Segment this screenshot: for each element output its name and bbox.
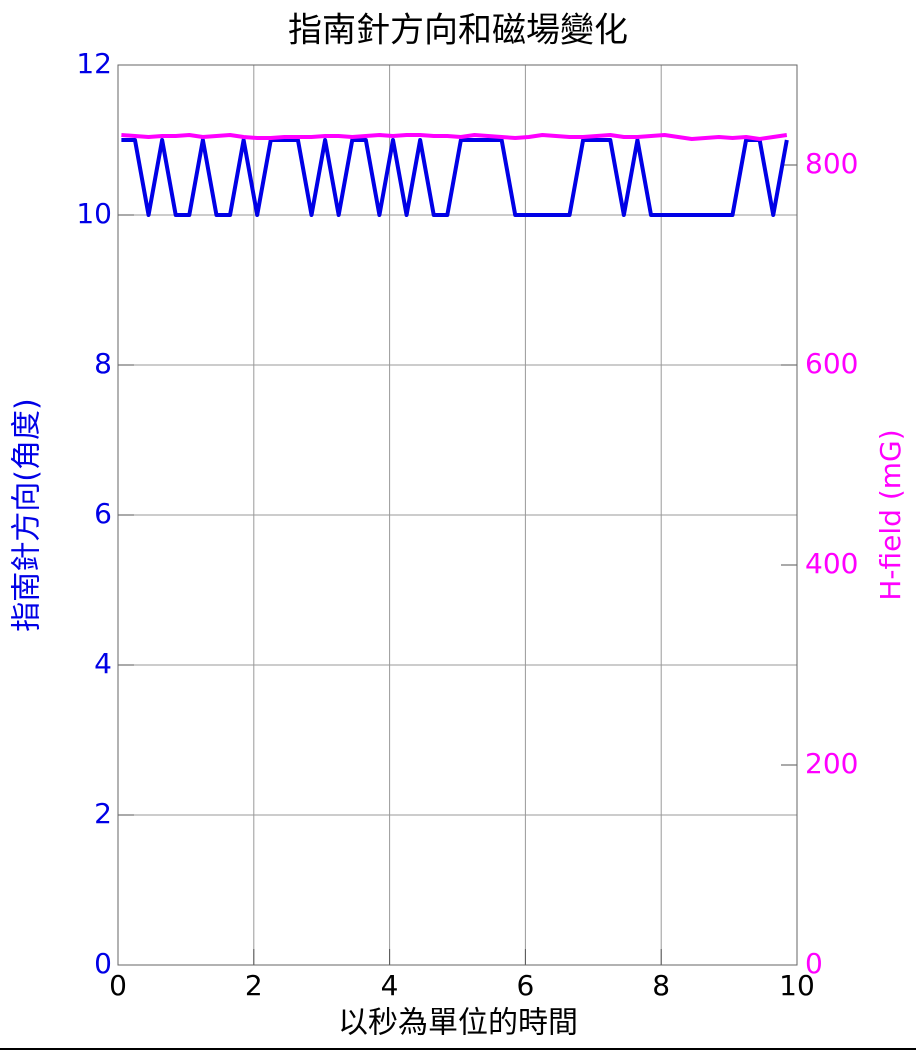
chart-title: 指南針方向和磁場變化 [288,11,628,51]
x-tick-label: 8 [652,969,670,1002]
x-tick-label: 10 [779,969,815,1002]
y2-axis-label: H-field (mG) [874,429,907,600]
y2-tick-label: 400 [805,547,858,580]
y2-tick-label: 0 [805,947,823,980]
x-tick-label: 2 [245,969,263,1002]
y2-tick-label: 600 [805,347,858,380]
y2-tick-label: 200 [805,747,858,780]
y-tick-label: 6 [94,497,112,530]
y-axis-label: 指南針方向(角度) [10,398,45,631]
y-tick-label: 8 [94,347,112,380]
y-tick-label: 10 [76,197,112,230]
x-tick-label: 0 [109,969,127,1002]
x-axis-label: 以秒為單位的時間 [338,1006,578,1041]
series-line [121,133,788,141]
y-tick-label: 2 [94,797,112,830]
x-tick-label: 6 [516,969,534,1002]
y-tick-label: 12 [76,47,112,80]
y-tick-label: 0 [94,947,112,980]
plot-frame [117,64,798,966]
x-tick-label: 4 [381,969,399,1002]
y2-tick-label: 800 [805,147,858,180]
series-line [121,138,789,217]
y-tick-label: 4 [94,647,112,680]
